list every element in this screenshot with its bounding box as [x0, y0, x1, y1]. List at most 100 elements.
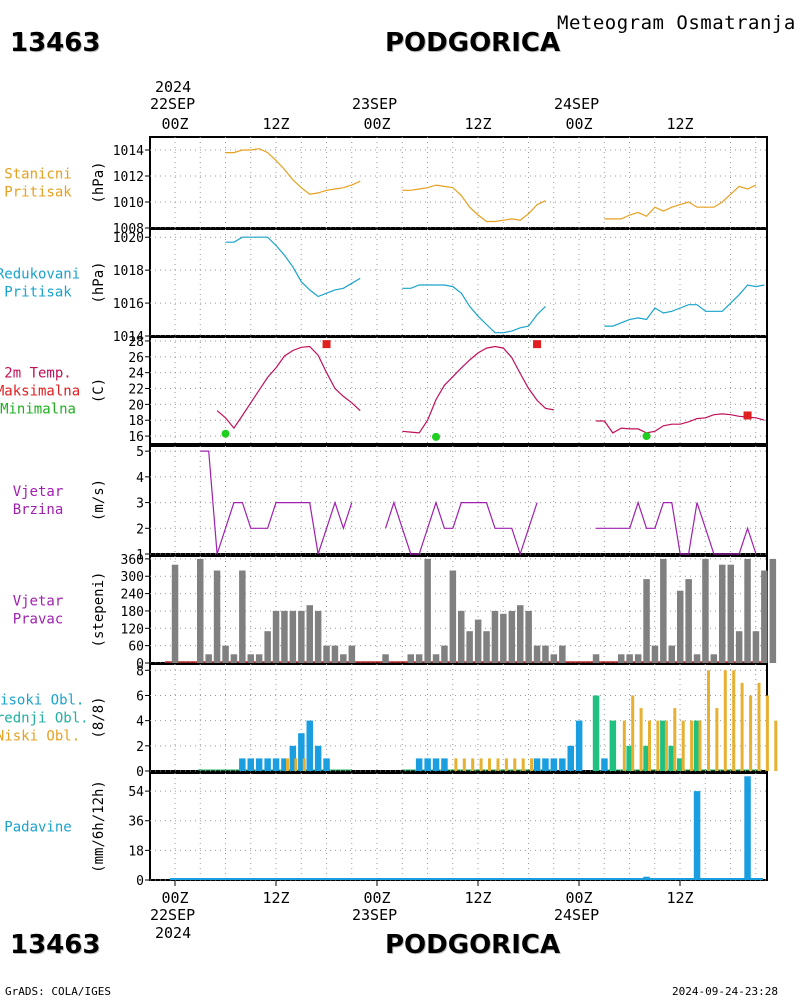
panel-label-4-0: Vjetar: [13, 594, 64, 610]
bar-6-0-1: [693, 791, 701, 880]
ytick-label: 2: [136, 740, 144, 755]
bar-5-1-3: [643, 745, 650, 771]
bar-4-0-36: [533, 645, 541, 663]
bar-4-0-33: [508, 610, 516, 663]
series-line-3-0: [200, 450, 353, 555]
bar-4-0-32: [500, 613, 507, 663]
bar-4-0-9: [264, 631, 271, 663]
series-line-1-0: [225, 236, 361, 298]
panel-2: [145, 336, 768, 445]
bar-5-2-11: [521, 758, 525, 771]
ytick-label: 1016: [113, 297, 144, 312]
bar-5-2-4: [462, 758, 466, 771]
bar-4-0-8: [255, 654, 263, 663]
bar-4-0-22: [415, 654, 423, 663]
series-line-2-1: [402, 345, 555, 434]
panel-frame-2: [149, 336, 768, 445]
bar-5-2-28: [749, 695, 753, 771]
ytick-label: 4: [136, 471, 144, 486]
panel-label-2-2: Minimalna: [0, 402, 76, 418]
ytick-label: 3: [136, 497, 144, 512]
bar-5-0-8: [306, 720, 313, 771]
max-temp-marker-1: [533, 340, 542, 349]
bar-4-0-55: [735, 631, 743, 663]
bar-5-2-2: [302, 758, 306, 771]
date-label-bottom-1: 22SEP: [150, 906, 196, 924]
bar-4-0-0: [171, 564, 179, 663]
bar-5-1-7: [693, 720, 701, 771]
bar-4-0-29: [474, 619, 482, 663]
year-label-top: 2024: [155, 78, 192, 96]
bar-5-0-0: [239, 758, 246, 771]
bar-4-0-39: [559, 645, 566, 663]
bar-5-0-5: [281, 758, 288, 771]
ytick-label: 300: [121, 570, 144, 585]
bar-4-0-58: [761, 570, 768, 663]
bar-4-0-14: [306, 605, 313, 663]
ytick-label: 8: [136, 664, 144, 679]
bar-5-2-14: [631, 695, 635, 771]
ytick-label: 18: [128, 844, 144, 859]
bar-5-2-5: [471, 758, 475, 771]
ytick-label: 1010: [113, 196, 144, 211]
bar-4-0-20: [382, 654, 389, 663]
ytick-label: 1020: [113, 231, 144, 246]
bar-5-2-22: [698, 720, 702, 771]
bar-4-0-26: [449, 570, 457, 663]
bar-5-2-3: [454, 758, 458, 771]
ytick-label: 360: [121, 553, 144, 568]
bar-5-0-18: [559, 758, 566, 771]
bar-6-0-2: [744, 776, 751, 880]
panel-label-1-0: Redukovani: [0, 267, 80, 283]
y-axis-label-4: (stepeni): [91, 572, 107, 648]
series-line-0-2: [604, 184, 757, 220]
ytick-label: 2: [136, 522, 144, 537]
bar-5-2-30: [765, 695, 769, 771]
bar-5-0-15: [533, 758, 541, 771]
bar-5-2-17: [656, 720, 660, 771]
y-axis-label-1: (hPa): [91, 261, 107, 303]
bar-4-0-46: [660, 558, 667, 663]
ytick-label: 1014: [113, 330, 144, 345]
bar-5-1-5: [668, 745, 675, 771]
bar-5-2-6: [479, 758, 483, 771]
bar-4-0-21: [407, 654, 414, 663]
ytick-label: 0: [136, 765, 144, 780]
ytick-label: 1014: [113, 144, 144, 159]
ytick-label: 28: [128, 335, 144, 350]
y-axis-label-3: (m/s): [91, 479, 107, 521]
bar-4-0-50: [693, 654, 701, 663]
bar-5-2-8: [496, 758, 500, 771]
footer-timestamp: 2024-09-24-23:28: [672, 985, 778, 998]
panel-1: [145, 228, 768, 337]
bar-4-0-43: [634, 654, 642, 663]
date-label-bottom-3: 24SEP: [554, 906, 600, 924]
bar-5-2-13: [622, 720, 626, 771]
bar-5-2-23: [707, 670, 710, 771]
ytick-label: 240: [121, 588, 144, 603]
ytick-label: 22: [128, 383, 144, 398]
bar-5-2-21: [690, 720, 694, 771]
series-line-0-0: [225, 148, 361, 195]
ytick-label: 1012: [113, 170, 144, 185]
bar-4-0-5: [230, 654, 238, 663]
time-tick-top-1: 12Z: [262, 115, 289, 133]
ytick-label: 16: [128, 430, 144, 445]
bar-4-0-40: [592, 654, 600, 663]
time-tick-bottom-0: 00Z: [161, 889, 188, 907]
bar-4-0-48: [677, 590, 684, 663]
bar-4-0-52: [710, 654, 718, 663]
time-tick-top-4: 00Z: [565, 115, 592, 133]
min-temp-marker-0: [221, 429, 230, 438]
bar-5-2-15: [639, 708, 643, 771]
ytick-label: 0: [136, 657, 144, 672]
time-tick-top-3: 12Z: [464, 115, 491, 133]
series-line-1-2: [604, 284, 765, 327]
bar-5-2-27: [740, 682, 744, 771]
ytick-label: 18: [128, 414, 144, 429]
bar-5-1-1: [609, 720, 617, 771]
bar-4-0-35: [525, 610, 532, 663]
bar-5-0-20: [575, 720, 583, 771]
min-temp-marker-1: [432, 432, 441, 441]
panel-label-2-0: 2m Temp.: [4, 366, 71, 382]
